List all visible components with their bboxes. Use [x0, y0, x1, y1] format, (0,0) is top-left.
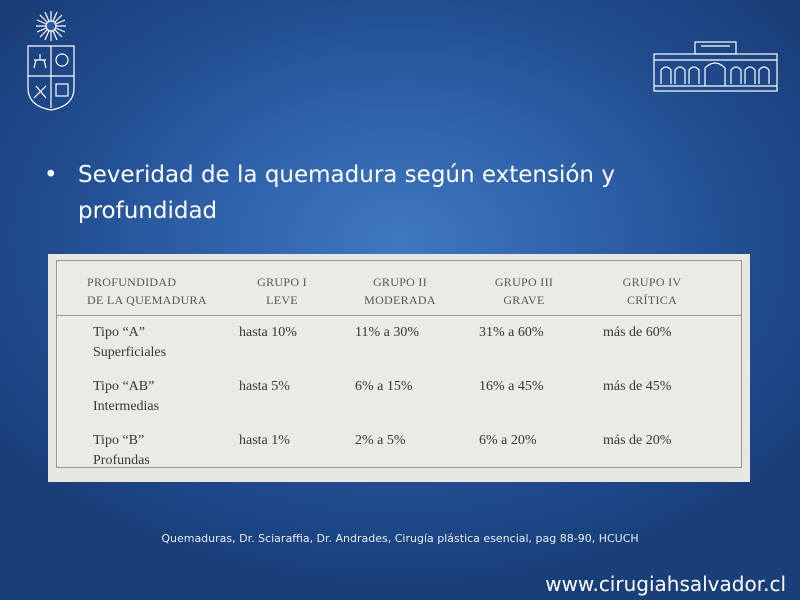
header-group-2-line2: Moderada — [364, 293, 436, 307]
bullet-text: Severidad de la quemadura según extensió… — [78, 162, 615, 224]
website-url[interactable]: www.cirugiahsalvador.cl — [545, 572, 786, 596]
row-3-group-1: hasta 1% — [239, 433, 290, 448]
row-3-group-3: 6% a 20% — [479, 433, 537, 448]
burn-severity-table: Profundidad de la quemadura Grupo I Leve… — [48, 254, 750, 482]
header-group-1-line2: Leve — [266, 293, 298, 307]
header-group-4-line2: Crítica — [626, 293, 678, 307]
row-3-depth-type: Tipo “B” — [93, 433, 145, 448]
table-frame: Profundidad de la quemadura Grupo I Leve… — [56, 260, 742, 468]
table-row-2-depth: Tipo “AB” Intermedias — [93, 377, 233, 417]
row-3-group-4: más de 20% — [603, 433, 672, 448]
row-2-group-2: 6% a 15% — [355, 379, 413, 394]
row-1-depth-name: Superficiales — [93, 345, 167, 360]
row-2-group-4: más de 45% — [603, 379, 672, 394]
header-divider — [57, 315, 741, 316]
university-crest-icon — [27, 11, 75, 111]
bullet-point: • Severidad de la quemadura según extens… — [44, 157, 684, 229]
row-2-group-3: 16% a 45% — [479, 379, 544, 394]
header-group-3-line1: Grupo III — [494, 275, 554, 289]
header-group-2: Grupo II Moderada — [345, 273, 455, 309]
row-1-group-4: más de 60% — [603, 325, 672, 340]
header-depth: Profundidad de la quemadura — [87, 273, 237, 309]
header-depth-line1: Profundidad — [87, 275, 177, 289]
hospital-building-icon — [653, 41, 778, 92]
row-2-depth-type: Tipo “AB” — [93, 379, 155, 394]
row-2-group-1: hasta 5% — [239, 379, 290, 394]
row-1-group-3: 31% a 60% — [479, 325, 544, 340]
source-caption: Quemaduras, Dr. Sciaraffia, Dr. Andrades… — [161, 532, 639, 545]
table-row-1-depth: Tipo “A” Superficiales — [93, 323, 233, 363]
header-group-4: Grupo IV Crítica — [597, 273, 707, 309]
row-3-group-2: 2% a 5% — [355, 433, 406, 448]
header-group-3-line2: Grave — [503, 293, 545, 307]
header-group-4-line1: Grupo IV — [622, 275, 682, 289]
row-3-depth-name: Profundas — [93, 453, 150, 468]
bullet-symbol: • — [44, 162, 58, 188]
table-row-3-depth: Tipo “B” Profundas — [93, 431, 233, 471]
row-1-depth-type: Tipo “A” — [93, 325, 145, 340]
header-depth-line2: de la quemadura — [87, 293, 207, 307]
header-group-3: Grupo III Grave — [469, 273, 579, 309]
header-group-1-line1: Grupo I — [257, 275, 307, 289]
row-1-group-2: 11% a 30% — [355, 325, 420, 340]
header-group-2-line1: Grupo II — [372, 275, 428, 289]
header-group-1: Grupo I Leve — [227, 273, 337, 309]
row-2-depth-name: Intermedias — [93, 399, 160, 414]
row-1-group-1: hasta 10% — [239, 325, 297, 340]
